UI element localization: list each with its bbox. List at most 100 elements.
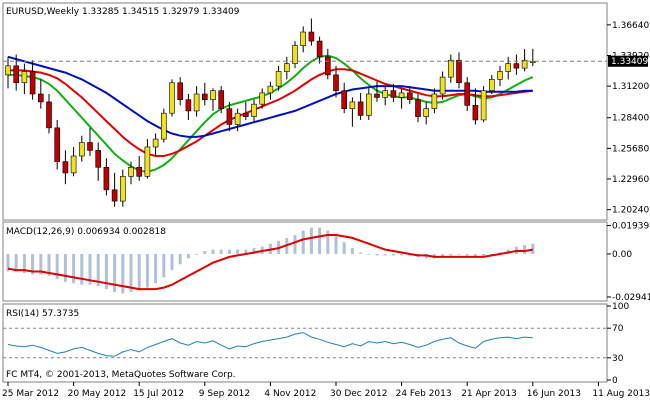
current-price-tag-box bbox=[608, 55, 648, 67]
macd-bar bbox=[400, 253, 404, 256]
price-y-tick-label: 1.25680 bbox=[612, 144, 649, 154]
candle-bear bbox=[357, 101, 364, 116]
candle-bull bbox=[382, 90, 389, 98]
price-panel-title: EURUSD,Weekly 1.33285 1.34515 1.32979 1.… bbox=[6, 7, 240, 17]
rsi-panel-title: RSI(14) 57.3735 bbox=[6, 309, 79, 319]
candle-bear bbox=[62, 161, 69, 174]
x-tick-label: 24 Feb 2013 bbox=[396, 389, 452, 399]
macd-bar bbox=[72, 253, 76, 284]
current-price-tag: 1.33409 bbox=[608, 55, 648, 67]
candle-bear bbox=[103, 166, 110, 191]
candle-bear bbox=[46, 101, 52, 129]
macd-bar bbox=[96, 253, 100, 287]
price-y-tick-label: 1.31200 bbox=[612, 82, 649, 92]
price-y-tick-label: 1.28400 bbox=[612, 114, 649, 124]
macd-bar bbox=[309, 227, 313, 254]
candle-bull bbox=[79, 142, 85, 157]
macd-bar bbox=[186, 253, 190, 259]
candle-bull bbox=[505, 63, 512, 72]
candle-bear bbox=[202, 93, 208, 100]
candle-bull bbox=[488, 79, 495, 91]
candle-bull bbox=[5, 65, 11, 76]
macd-bar bbox=[121, 253, 125, 294]
candle-bull bbox=[234, 112, 241, 125]
candle-bull bbox=[497, 71, 503, 80]
candle-bear bbox=[177, 82, 183, 100]
rsi-y-tick-label: 70 bbox=[612, 324, 624, 334]
macd-bar bbox=[359, 252, 363, 254]
macd-bar bbox=[63, 253, 67, 282]
rsi-value-line bbox=[7, 332, 533, 357]
price-panel-border bbox=[2, 2, 608, 221]
candle-bull bbox=[275, 71, 282, 87]
macd-bar bbox=[154, 253, 158, 284]
candle-bull bbox=[521, 59, 528, 69]
macd-bar bbox=[523, 245, 527, 254]
candle-bull bbox=[439, 76, 446, 95]
x-tick-label: 4 Nov 2012 bbox=[264, 389, 316, 399]
candle-bull bbox=[120, 176, 126, 202]
candle-bull bbox=[423, 108, 430, 117]
macd-bar bbox=[162, 253, 166, 278]
candle-bear bbox=[333, 74, 339, 91]
candle-bull bbox=[169, 82, 175, 114]
x-tick-label: 9 Sep 2012 bbox=[199, 389, 250, 399]
candle-bear bbox=[324, 56, 331, 76]
candle-bear bbox=[415, 99, 421, 117]
candle-bear bbox=[390, 90, 397, 98]
candle-bull bbox=[152, 138, 159, 148]
candle-bull bbox=[349, 101, 356, 109]
macd-bar bbox=[6, 253, 10, 272]
price-y-tick-label: 1.22960 bbox=[612, 175, 649, 185]
candle-bear bbox=[316, 40, 323, 58]
candle-bear bbox=[218, 90, 224, 109]
macd-bar bbox=[457, 253, 461, 255]
price-panel: EURUSD,Weekly 1.33285 1.34515 1.32979 1.… bbox=[2, 2, 649, 221]
x-tick-label: 16 Jun 2013 bbox=[527, 389, 581, 399]
rsi-panel: RSI(14) 57.3735 100 70 30 0 FC MT4, © 2001-… bbox=[2, 302, 629, 386]
candle-bear bbox=[87, 142, 93, 151]
candle-bull bbox=[193, 93, 200, 112]
candle-bull bbox=[431, 93, 438, 109]
macd-bar bbox=[473, 253, 477, 257]
footer-copyright: FC MT4, © 2001-2013, MetaQuotes Software… bbox=[6, 370, 236, 380]
candle-bull bbox=[283, 63, 290, 72]
rsi-y-axis: 100 70 30 0 bbox=[607, 302, 629, 386]
candle-bull bbox=[128, 166, 134, 177]
price-candles bbox=[5, 18, 536, 207]
macd-bar bbox=[129, 253, 133, 292]
macd-bar bbox=[14, 253, 18, 272]
candle-bear bbox=[37, 93, 44, 103]
candle-bull bbox=[365, 93, 372, 116]
x-axis: 25 Mar 2012 20 May 2012 15 Jul 2012 9 Sep 2… bbox=[2, 382, 650, 399]
macd-bar bbox=[55, 253, 59, 279]
macd-bar bbox=[47, 253, 51, 276]
ma_mid-line bbox=[8, 68, 533, 157]
macd-bar bbox=[31, 253, 35, 275]
x-tick-label: 20 May 2012 bbox=[68, 389, 127, 399]
candle-bear bbox=[13, 65, 19, 84]
candle-bear bbox=[136, 166, 142, 177]
macd-bar bbox=[252, 248, 256, 254]
x-tick-label: 11 Aug 2013 bbox=[592, 389, 650, 399]
candle-bear bbox=[95, 150, 101, 168]
macd-bar bbox=[383, 253, 387, 256]
macd-bar bbox=[293, 234, 297, 254]
macd-bar bbox=[236, 249, 240, 254]
candle-bear bbox=[243, 112, 249, 117]
candle-bear bbox=[185, 99, 192, 112]
macd-bar bbox=[178, 253, 182, 265]
macd-bar bbox=[244, 249, 248, 254]
candle-bull bbox=[447, 59, 454, 78]
macd-bar bbox=[211, 249, 215, 254]
candle-bull bbox=[251, 103, 257, 117]
candle-bull bbox=[259, 92, 266, 105]
candle-bull bbox=[300, 31, 307, 46]
macd-panel-title: MACD(12,26,9) 0.006934 0.002818 bbox=[6, 227, 166, 237]
macd-bar bbox=[113, 253, 117, 292]
candle-bear bbox=[111, 189, 118, 202]
macd-bar bbox=[441, 253, 445, 257]
macd-bar bbox=[375, 253, 379, 256]
